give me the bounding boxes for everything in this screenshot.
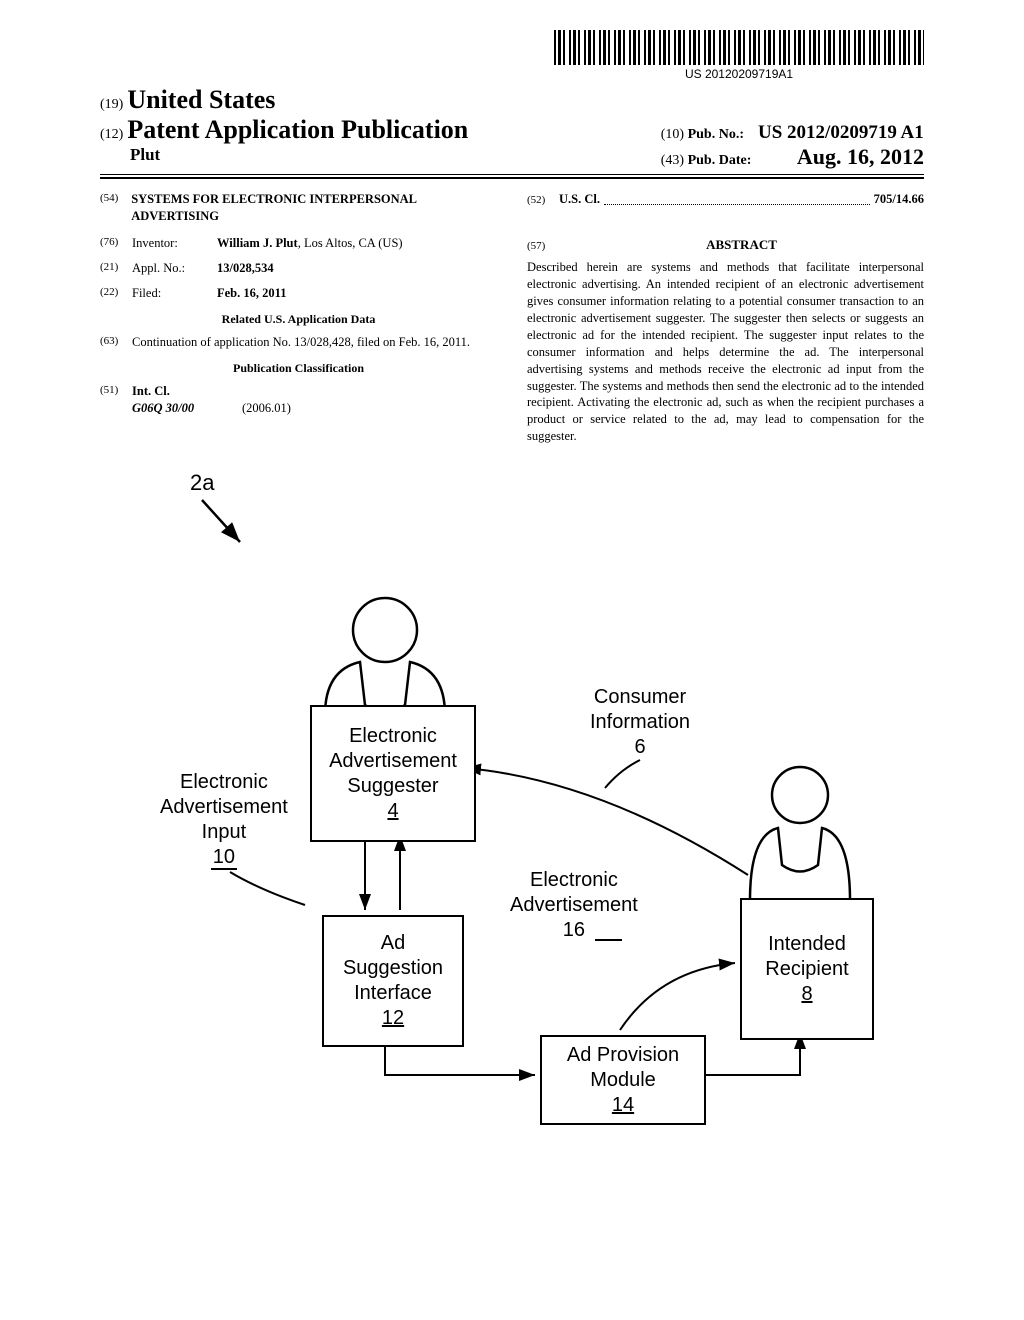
uscl-value: 705/14.66 <box>874 191 924 208</box>
suggester-person-icon <box>325 598 445 715</box>
applno-value: 13/028,534 <box>217 260 497 277</box>
label-input-num: 10 <box>211 846 237 870</box>
box-module-label: Ad ProvisionModule <box>548 1043 698 1093</box>
code-10: (10) <box>661 127 684 142</box>
related-data-header: Related U.S. Application Data <box>100 311 497 327</box>
inventor-loc: , Los Altos, CA (US) <box>298 236 403 250</box>
barcode-number: US 20120209719A1 <box>554 67 924 81</box>
box-suggester-label: ElectronicAdvertisementSuggester <box>318 724 468 799</box>
code-43: (43) <box>661 153 684 168</box>
author-surname: Plut <box>100 145 661 165</box>
box-recipient-num: 8 <box>748 982 866 1007</box>
publication-row: (12) Patent Application Publication Plut… <box>100 115 924 170</box>
code-52: (52) <box>527 193 559 208</box>
continuation-text: Continuation of application No. 13/028,4… <box>132 334 497 351</box>
recipient-person-icon <box>750 767 850 900</box>
uscl-row: (52) U.S. Cl. 705/14.66 <box>527 191 924 208</box>
country-line: (19) United States <box>100 85 924 115</box>
code-63: (63) <box>100 334 132 351</box>
box-interface: AdSuggestionInterface 12 <box>322 915 464 1047</box>
barcode-block: US 20120209719A1 <box>554 30 924 81</box>
right-column: (52) U.S. Cl. 705/14.66 (57) ABSTRACT De… <box>527 191 924 445</box>
code-19: (19) <box>100 97 123 112</box>
code-51: (51) <box>100 383 132 400</box>
code-57: (57) <box>527 239 559 254</box>
label-input: ElectronicAdvertisementInput 10 <box>160 770 288 870</box>
code-22: (22) <box>100 285 132 302</box>
dot-leader <box>604 203 870 205</box>
box-recipient: IntendedRecipient 8 <box>740 898 874 1040</box>
left-column: (54) SYSTEMS FOR ELECTRONIC INTERPERSONA… <box>100 191 497 445</box>
abstract-text: Described herein are systems and methods… <box>527 259 924 445</box>
pub-number: US 2012/0209719 A1 <box>758 122 924 143</box>
label-ad: ElectronicAdvertisement 16 <box>510 868 638 943</box>
box-suggester-num: 4 <box>318 799 468 824</box>
box-interface-num: 12 <box>330 1006 456 1031</box>
code-21: (21) <box>100 260 132 277</box>
inventor-name: William J. Plut <box>217 236 298 250</box>
applno-label: Appl. No.: <box>132 260 217 277</box>
header: (19) United States (12) Patent Applicati… <box>100 85 924 170</box>
pub-type: Patent Application Publication <box>127 115 468 144</box>
figure-2a: 2a <box>100 470 924 1130</box>
barcode-graphic <box>554 30 924 65</box>
intcl-date: (2006.01) <box>242 400 291 417</box>
rule-thin <box>100 174 924 175</box>
label-ad-num: 16 <box>563 919 585 941</box>
invention-title: SYSTEMS FOR ELECTRONIC INTERPERSONAL ADV… <box>131 191 497 225</box>
box-recipient-label: IntendedRecipient <box>748 932 866 982</box>
pubclass-header: Publication Classification <box>100 360 497 376</box>
box-module: Ad ProvisionModule 14 <box>540 1035 706 1125</box>
label-consumer-num: 6 <box>634 736 645 758</box>
inventor-label: Inventor: <box>132 235 217 252</box>
intcl-label: Int. Cl. <box>132 383 170 400</box>
code-12: (12) <box>100 127 123 142</box>
pub-date: Aug. 16, 2012 <box>797 144 924 169</box>
pubdate-label: Pub. Date: <box>688 153 752 168</box>
abstract-label: ABSTRACT <box>559 236 924 254</box>
label-consumer: ConsumerInformation 6 <box>590 685 690 760</box>
intcl-code: G06Q 30/00 <box>132 400 242 417</box>
box-module-num: 14 <box>548 1093 698 1118</box>
filed-label: Filed: <box>132 285 217 302</box>
inventor-value: William J. Plut, Los Altos, CA (US) <box>217 235 497 252</box>
filed-value: Feb. 16, 2011 <box>217 285 497 302</box>
code-54: (54) <box>100 191 131 225</box>
box-interface-label: AdSuggestionInterface <box>330 931 456 1006</box>
box-suggester: ElectronicAdvertisementSuggester 4 <box>310 705 476 842</box>
biblio-columns: (54) SYSTEMS FOR ELECTRONIC INTERPERSONA… <box>100 191 924 445</box>
rule-thick <box>100 177 924 179</box>
pubno-label: Pub. No.: <box>688 127 744 142</box>
country-name: United States <box>127 85 275 114</box>
uscl-label: U.S. Cl. <box>559 191 600 208</box>
code-76: (76) <box>100 235 132 252</box>
